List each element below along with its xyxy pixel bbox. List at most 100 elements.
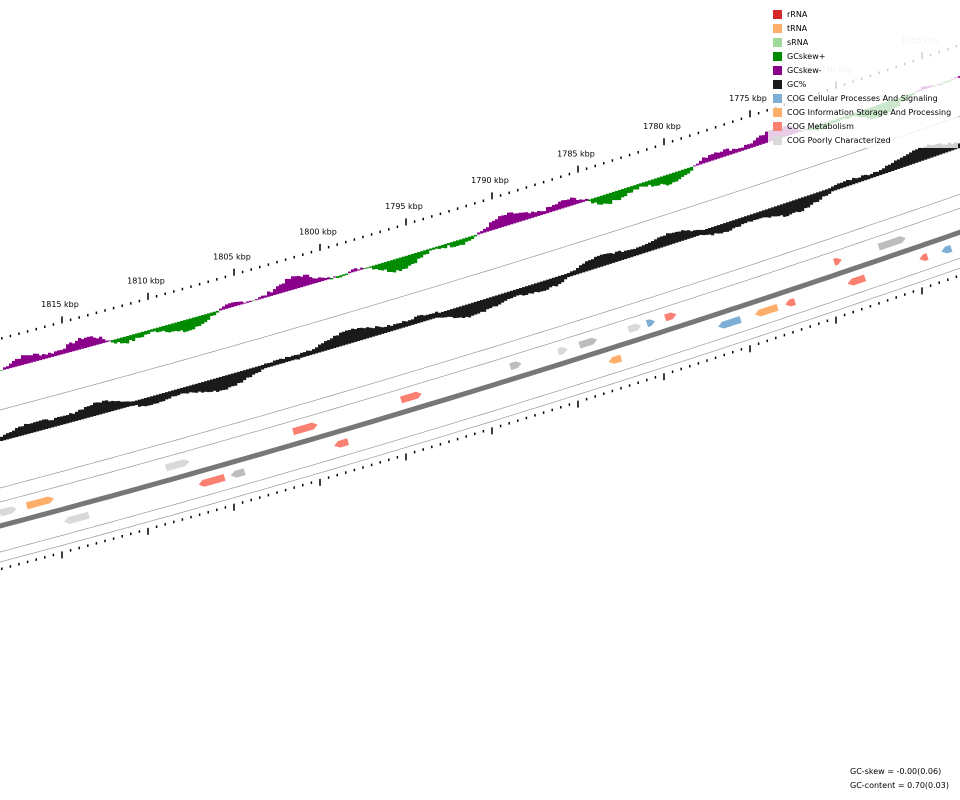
gc-skew-bar (414, 253, 418, 264)
gc-content-bar (375, 326, 379, 336)
legend: rRNA tRNA sRNA GCskew+ GCskew- GC% COG Cellula… (773, 10, 951, 145)
gc-content-bar (864, 174, 868, 181)
gc-content-bar (594, 256, 598, 269)
gc-content-bar (378, 326, 382, 335)
gc-content-bar (828, 188, 832, 194)
gc-skew-bar (456, 240, 460, 247)
gc-content-bar (396, 323, 400, 330)
gc-skew-bar (537, 210, 541, 216)
gc-skew-bar (744, 144, 748, 150)
gc-content-bar (204, 381, 208, 392)
gc-content-bar (435, 311, 439, 318)
gc-skew-bar (633, 185, 637, 190)
gene (754, 303, 779, 317)
gene (847, 274, 867, 286)
gene (919, 253, 929, 261)
gc-skew-bar (420, 251, 424, 258)
gc-skew-bar (543, 211, 547, 215)
gc-content-bar (192, 384, 196, 393)
gc-skew-bar (270, 292, 274, 296)
gc-content-bar (225, 375, 229, 390)
gc-skew-bar (321, 277, 325, 282)
gc-content-bar (495, 295, 499, 307)
gc-content-bar (774, 206, 778, 217)
gc-skew-bar (234, 301, 238, 307)
gc-skew-bar (30, 355, 34, 363)
scale-label: 1790 kbp (471, 176, 509, 185)
gc-skew-bar (594, 197, 598, 203)
legend-swatch (773, 94, 782, 103)
gc-content-bar (408, 320, 412, 326)
legend-label: sRNA (787, 38, 809, 47)
gc-skew-bar (144, 330, 148, 335)
gc-content-bar (765, 209, 769, 218)
gc-skew-bar (153, 328, 157, 332)
gc-content-bar (492, 296, 496, 307)
gc-skew-bar (99, 336, 103, 344)
gc-content-bar (234, 372, 238, 386)
gc-content-bar (297, 354, 301, 360)
gc-content-bar (933, 144, 937, 157)
gc-content-bar (843, 181, 847, 188)
gc-skew-bar (423, 250, 427, 255)
gc-content-bar (369, 327, 373, 338)
gc-content-bar (600, 254, 604, 267)
gc-content-bar (399, 323, 403, 329)
gc-content-bar (618, 250, 622, 261)
gc-skew-bar (36, 353, 40, 361)
gene (64, 511, 90, 524)
gc-content-bar (807, 195, 811, 208)
gc-content-bar (741, 217, 745, 225)
gc-skew-bar (687, 167, 691, 174)
gc-content-bar (567, 272, 571, 278)
gc-skew-bar (240, 301, 244, 305)
gc-skew-bar (645, 181, 649, 187)
gc-content-bar (927, 144, 931, 159)
gc-content-bar (111, 400, 115, 412)
gc-content-bar (120, 401, 124, 409)
gc-skew-bar (663, 175, 667, 185)
gc-skew-bar (651, 179, 655, 187)
gc-skew-bar (462, 238, 466, 245)
gc-content-bar (12, 430, 16, 438)
gc-content-bar (537, 282, 541, 293)
track-line (0, 115, 960, 411)
gc-skew-bar (735, 149, 739, 153)
gc-content-bar (675, 231, 679, 243)
gc-skew-bar (489, 222, 493, 231)
gc-skew-bar (555, 204, 559, 211)
gc-skew-bar (264, 295, 268, 298)
gc-content-bar (531, 284, 535, 294)
gc-skew-bar (207, 313, 211, 320)
gc-skew-bar (195, 316, 199, 327)
gc-skew-bar (717, 152, 721, 159)
gc-content-bar (627, 250, 631, 259)
gc-skew-bar (759, 135, 763, 145)
gc-skew-bar (96, 338, 100, 345)
gc-content-bar (21, 426, 25, 436)
gc-content-bar (555, 276, 559, 287)
track-line (0, 257, 960, 553)
gc-skew-bar (477, 232, 481, 235)
legend-swatch (773, 38, 782, 47)
gc-content-bar (216, 377, 220, 392)
gc-content-bar (705, 229, 709, 235)
gc-content-bar (90, 405, 94, 417)
gc-skew-bar (135, 333, 139, 338)
gc-content-bar (123, 401, 127, 408)
gc-content-bar (387, 325, 391, 333)
gc-content-bar (648, 242, 652, 252)
gc-content-bar (81, 409, 85, 420)
gc-content-bar (513, 289, 517, 297)
gc-content-bar (756, 212, 760, 220)
gc-content-bar (330, 338, 334, 349)
gc-content-bar (474, 301, 478, 315)
gc-skew-bar (648, 180, 652, 185)
gc-content-bar (900, 157, 904, 168)
gc-skew-bar (468, 236, 472, 241)
gc-content-bar (771, 207, 775, 217)
gc-skew-bar (417, 252, 421, 259)
gc-skew-bar (315, 278, 319, 283)
gc-skew-bar (513, 213, 517, 224)
gc-content-bar (270, 362, 274, 367)
